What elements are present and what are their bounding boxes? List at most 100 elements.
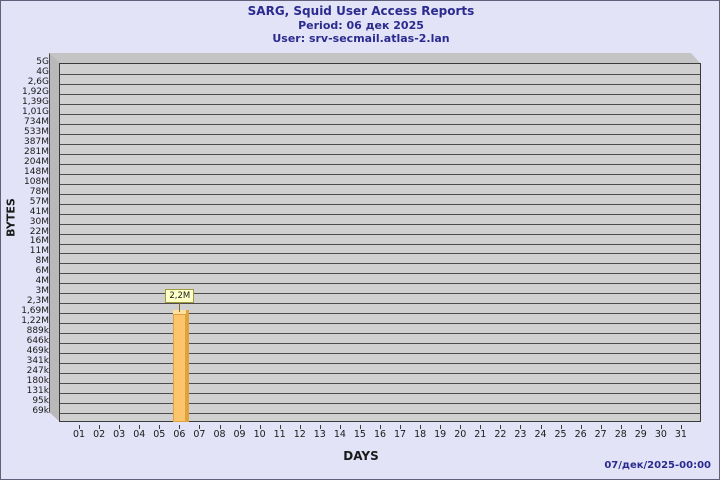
y-axis-tick-label: 533M (24, 126, 49, 137)
x-axis-tick-mark (380, 425, 381, 429)
x-axis-tick-label: 13 (313, 429, 326, 440)
gridline (60, 303, 700, 304)
x-axis-tick-label: 27 (594, 429, 607, 440)
x-axis-tick-mark (440, 425, 442, 429)
plot-depth-left-face (49, 53, 60, 422)
plot-front-face (59, 63, 701, 422)
x-axis-tick-mark (640, 425, 642, 429)
y-axis-tick-label: 95k (32, 396, 49, 407)
y-axis-tick-label: 469k (26, 346, 49, 357)
y-axis-tick-label: 734M (24, 116, 49, 127)
x-axis-tick-label: 11 (273, 429, 286, 440)
x-axis-tick-mark (139, 425, 141, 429)
gridline (60, 184, 700, 185)
gridline (60, 234, 700, 235)
gridline (60, 393, 700, 394)
y-axis-labels: 5G 4G 2,6G 1,92G 1,39G 1,01G 734M 533M 387M 281M 2… (1, 53, 49, 433)
x-axis-tick-label: 24 (534, 429, 547, 440)
y-axis-tick-label: 22M (29, 226, 49, 237)
y-axis-tick-label: 1,39G (21, 96, 49, 107)
x-axis-tick-mark (480, 425, 482, 429)
y-axis-tick-label: 4G (36, 66, 49, 77)
gridline (60, 214, 700, 215)
y-axis-tick-label: 16M (29, 236, 49, 247)
gridline (60, 114, 700, 115)
gridline (60, 263, 700, 264)
x-axis-tick-label: 05 (153, 429, 166, 440)
x-axis-tick-label: 17 (394, 429, 407, 440)
x-axis-tick-label: 19 (434, 429, 447, 440)
x-axis-tick-label: 12 (293, 429, 306, 440)
x-axis-tick-mark (259, 425, 261, 429)
x-axis-tick-label: 04 (133, 429, 146, 440)
gridline (60, 74, 700, 75)
gridline (60, 104, 700, 105)
x-axis-title: DAYS (343, 449, 379, 463)
y-axis-tick-label: 2,6G (27, 76, 49, 87)
x-axis-tick-mark (520, 425, 522, 429)
x-axis-tick-label: 31 (674, 429, 687, 440)
gridline (60, 144, 700, 145)
y-axis-tick-label: 8M (35, 256, 50, 267)
gridline (60, 413, 700, 414)
y-axis-tick-label: 180k (26, 376, 49, 387)
x-axis-tick-label: 29 (634, 429, 647, 440)
x-axis-tick-label: 16 (373, 429, 387, 440)
y-axis-tick-label: 281M (24, 146, 49, 157)
x-axis-tick-label: 10 (253, 429, 266, 440)
x-axis-tick-label: 06 (173, 429, 186, 440)
y-axis-tick-label: 646k (26, 336, 49, 347)
x-axis-tick-mark (79, 425, 81, 429)
x-axis-tick-label: 26 (574, 429, 587, 440)
gridline (60, 244, 700, 245)
x-axis-tick-mark (660, 425, 662, 429)
bar-value-label: 2,2M (165, 288, 195, 303)
y-axis-tick-label: 1,01G (21, 106, 49, 117)
y-axis-tick-label: 69k (32, 406, 49, 416)
chart-title-block: SARG, Squid User Access Reports Period: … (1, 4, 720, 46)
y-axis-tick-label: 41M (29, 206, 49, 217)
x-axis-tick-mark (299, 425, 301, 429)
gridline (60, 174, 700, 175)
x-axis-tick-mark (239, 425, 241, 429)
x-axis-tick-label: 23 (514, 429, 527, 440)
x-axis-tick-mark (600, 425, 602, 429)
x-axis-tick-mark (359, 425, 361, 429)
y-axis-tick-label: 387M (24, 136, 49, 147)
gridline (60, 373, 700, 374)
gridline (60, 253, 700, 254)
page-title: SARG, Squid User Access Reports (247, 4, 475, 18)
gridline (60, 84, 700, 85)
y-axis-tick-label: 1,69M (21, 306, 49, 317)
gridline (60, 194, 700, 195)
y-axis-tick-label: 2,3M (26, 296, 49, 307)
y-axis-tick-label: 247k (26, 366, 49, 377)
x-axis-tick-mark (620, 425, 622, 429)
plot-depth-top-face (49, 53, 701, 64)
gridline (60, 383, 700, 384)
gridline (60, 273, 700, 274)
y-axis-tick-label: 204M (24, 156, 49, 167)
x-axis-tick-mark (99, 425, 101, 429)
x-axis-tick-mark (219, 425, 221, 429)
x-axis-tick-mark (199, 425, 201, 429)
y-axis-tick-label: 1,92G (21, 86, 49, 97)
x-axis-tick-mark (179, 425, 181, 429)
gridline (60, 293, 700, 294)
y-axis-tick-label: 11M (29, 246, 49, 257)
x-axis-tick-label: 14 (333, 429, 346, 440)
x-axis-labels: 01 02 03 04 05 06 07 08 09 10 11 12 13 14 15 16 17 18 19 20… (59, 425, 701, 443)
report-user: User: srv-secmail.atlas-2.lan (272, 32, 450, 45)
generated-timestamp: 07/дек/2025-00:00 (604, 460, 711, 471)
x-axis-tick-mark (339, 425, 341, 429)
x-axis-tick-label: 28 (614, 429, 627, 440)
x-axis-tick-mark (420, 425, 422, 429)
gridline (60, 363, 700, 364)
x-axis-tick-mark (119, 425, 121, 429)
x-axis-tick-mark (560, 425, 562, 429)
gridline (60, 283, 700, 284)
report-period: Period: 06 дек 2025 (298, 18, 424, 32)
y-axis-tick-label: 78M (29, 186, 49, 197)
x-axis-tick-label: 08 (213, 429, 226, 440)
